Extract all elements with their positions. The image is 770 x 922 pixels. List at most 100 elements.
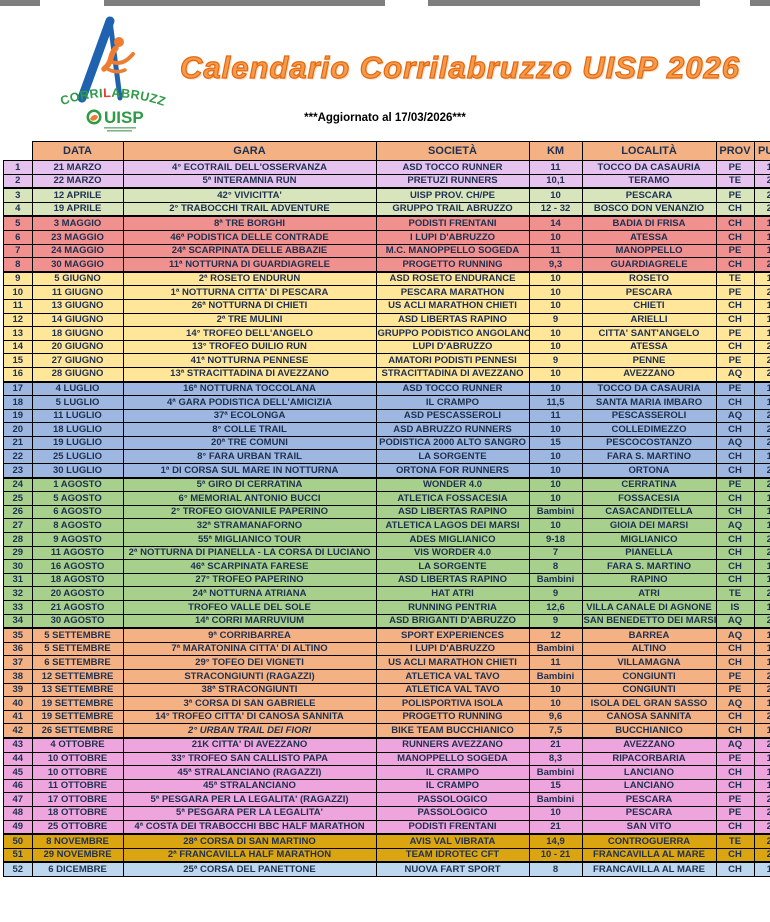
race-km: 8 [528,861,583,877]
row-number: 10 [3,285,33,300]
race-points: 150 [753,751,770,767]
table-row: 38 12 SETTEMBRE STRACONGIUNTI (RAGAZZI) ATL… [3,668,770,684]
race-prov: CH [715,257,755,273]
race-location: CONTROGUERRA [581,833,717,849]
race-points: 150 [753,504,770,520]
row-number: 21 [3,435,33,451]
race-prov: AQ [715,737,755,753]
race-date: 5 SETTEMBRE [31,641,124,657]
race-name: 55ª MIGLIANICO TOUR [122,532,377,547]
race-km: 12 [528,627,583,643]
row-number: 26 [3,504,33,520]
race-km: 10 [528,422,583,437]
race-name: 2° TRABOCCHI TRAIL ADVENTURE [122,201,377,218]
race-prov: CH [715,215,755,231]
race-points: 200 [753,545,770,561]
race-name: 8° FARA URBAN TRAIL [122,449,377,465]
race-location: RIPACORBARIA [581,751,717,767]
race-prov: PE [715,285,755,300]
corner-cell [3,141,33,161]
race-club: IL CRAMPO [375,395,530,410]
race-location: AVEZZANO [581,737,717,753]
race-prov: AQ [715,366,755,383]
race-points: 200 [753,463,770,479]
race-points: 200 [753,532,770,547]
table-row: 22 25 LUGLIO 8° FARA URBAN TRAIL LA SORGENT… [3,449,770,465]
race-points: 200 [753,201,770,218]
race-club: POLISPORTIVA ISOLA [375,696,530,711]
race-club: PODISTI FRENTANI [375,819,530,836]
col-header-societa: SOCIETÀ [375,141,530,161]
row-number: 50 [3,833,33,849]
race-prov: CH [715,422,755,437]
race-name: 2ª TRE MULINI [122,312,377,328]
row-number: 52 [3,861,33,877]
table-row: 20 18 LUGLIO 8° COLLE TRAIL ASD ABRUZZO RUN… [3,422,770,437]
table-row: 48 18 OTTOBRE 5ª PESGARA PER LA LEGALITA' P… [3,805,770,821]
race-points: 150 [753,600,770,615]
row-number: 47 [3,792,33,807]
race-prov: CH [715,395,755,410]
race-location: PESCARA [581,187,717,203]
race-date: 19 LUGLIO [31,435,124,451]
row-number: 19 [3,408,33,424]
table-row: 28 9 AGOSTO 55ª MIGLIANICO TOUR ADES MIGLIA… [3,532,770,547]
race-prov: AQ [715,613,755,630]
race-location: VILLAMAGNA [581,655,717,670]
race-name: 14° TROFEO CITTA' DI CANOSA SANNITA [122,709,377,725]
race-name: 2ª FRANCAVILLA HALF MARATHON [122,847,377,864]
race-km: 10 [528,682,583,698]
race-date: 16 AGOSTO [31,559,124,574]
race-location: ATESSA [581,339,717,355]
race-km: 10 [528,449,583,465]
table-row: 12 14 GIUGNO 2ª TRE MULINI ASD LIBERTAS RAP… [3,312,770,328]
race-location: ORTONA [581,463,717,479]
row-number: 42 [3,723,33,739]
race-name: 24ª NOTTURNA ATRIANA [122,586,377,601]
race-location: ISOLA DEL GRAN SASSO [581,696,717,711]
race-location: BARREA [581,627,717,643]
table-row: 1 21 MARZO 4° ECOTRAIL DELL'OSSERVANZA ASD … [3,160,770,175]
race-location: PESCASSEROLI [581,408,717,424]
race-points: 250 [753,682,770,698]
table-row: 49 25 OTTOBRE 4ª COSTA DEI TRABOCCHI BBC H… [3,819,770,836]
col-header-prov: PROV [715,141,755,161]
race-name: 13ª STRACITTADINA DI AVEZZANO [122,366,377,383]
table-row: 47 17 OTTOBRE 5ª PESGARA PER LA LEGALITA' … [3,792,770,807]
race-prov: CH [715,504,755,520]
race-km: Bambini [528,641,583,657]
race-date: 10 OTTOBRE [31,751,124,767]
row-number: 16 [3,366,33,383]
race-club: PRETUZI RUNNERS [375,173,530,190]
race-date: 24 MAGGIO [31,243,124,259]
race-prov: PE [715,187,755,203]
race-date: 6 AGOSTO [31,504,124,520]
race-name: 5ª PESGARA PER LA LEGALITA' [122,805,377,821]
table-row: 3 12 APRILE 42° VIVICITTA' UISP PROV. CH/PE… [3,187,770,203]
race-points: 100 [753,449,770,465]
race-location: VILLA CANALE DI AGNONE [581,600,717,615]
race-prov: PE [715,243,755,259]
race-km: 11 [528,408,583,424]
row-number: 8 [3,257,33,273]
race-points: 200 [753,257,770,273]
race-name: 42° VIVICITTA' [122,187,377,203]
race-date: 27 GIUGNO [31,353,124,368]
race-km: 10 [528,187,583,203]
race-points: 100 [753,723,770,739]
table-row: 7 24 MAGGIO 24ª SCARPINATA DELLE ABBAZIE M.… [3,243,770,259]
table-row: 25 5 AGOSTO 6° MEMORIAL ANTONIO BUCCI ATLET… [3,491,770,506]
race-name: 6° MEMORIAL ANTONIO BUCCI [122,491,377,506]
race-points: 100 [753,641,770,657]
row-number: 23 [3,463,33,479]
race-name: 5ª INTERAMNIA RUN [122,173,377,190]
race-km: 10 [528,366,583,383]
race-prov: PE [715,326,755,341]
race-prov: AQ [715,518,755,534]
race-name: 33° TROFEO SAN CALLISTO PAPA [122,751,377,767]
race-points: 150 [753,572,770,588]
race-prov: CH [715,819,755,836]
race-location: CITTA' SANT'ANGELO [581,326,717,341]
race-prov: AQ [715,408,755,424]
